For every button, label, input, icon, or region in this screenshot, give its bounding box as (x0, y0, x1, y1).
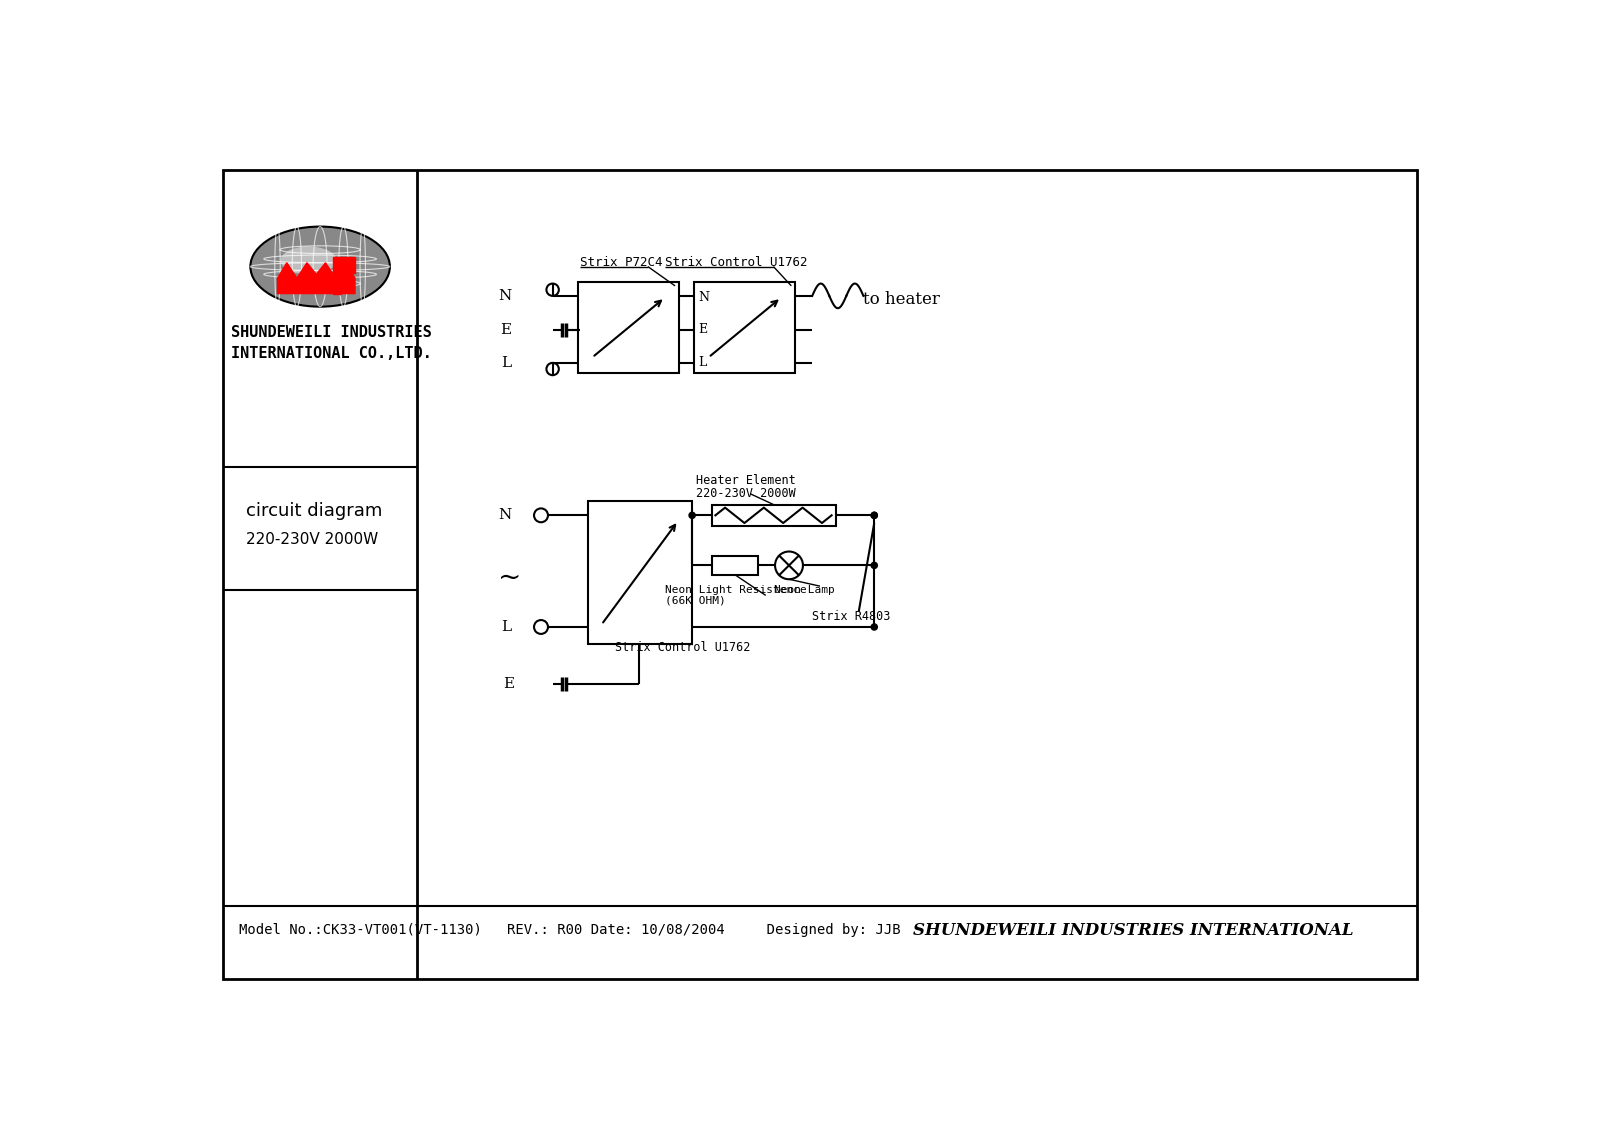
Text: N: N (698, 291, 709, 304)
Text: Neon Light Resistence: Neon Light Resistence (666, 585, 806, 595)
Bar (712, 556, 758, 575)
Circle shape (870, 512, 877, 518)
Ellipse shape (250, 226, 390, 307)
Polygon shape (277, 262, 355, 294)
Text: L: L (501, 356, 512, 370)
Circle shape (870, 562, 877, 569)
Text: E: E (698, 323, 707, 336)
Text: circuit diagram: circuit diagram (246, 502, 382, 520)
Text: Strix Control U1762: Strix Control U1762 (666, 257, 808, 269)
Bar (712, 504, 835, 526)
Bar (694, 282, 795, 373)
Text: to heater: to heater (862, 291, 939, 309)
Text: Strix R4803: Strix R4803 (813, 611, 891, 623)
Text: 220-230V 2000W: 220-230V 2000W (696, 487, 795, 500)
Text: E: E (501, 322, 512, 337)
Text: INTERNATIONAL CO.,LTD.: INTERNATIONAL CO.,LTD. (230, 346, 432, 361)
Text: N: N (498, 288, 512, 303)
Text: E: E (502, 677, 514, 691)
Text: ~: ~ (498, 566, 522, 592)
Bar (578, 282, 678, 373)
Text: Strix P72C4: Strix P72C4 (579, 257, 662, 269)
Circle shape (870, 512, 877, 518)
Text: N: N (498, 508, 512, 523)
Circle shape (690, 512, 696, 518)
Text: Neon Lamp: Neon Lamp (773, 585, 834, 595)
Text: L: L (698, 356, 707, 370)
Text: Model No.:CK33-VT001(VT-1130)   REV.: R00 Date: 10/08/2004     Designed by: JJB: Model No.:CK33-VT001(VT-1130) REV.: R00 … (238, 923, 901, 938)
Ellipse shape (280, 247, 336, 275)
Text: L: L (501, 620, 512, 634)
Circle shape (870, 624, 877, 630)
Text: Strix Control U1762: Strix Control U1762 (614, 641, 750, 654)
Text: 220-230V 2000W: 220-230V 2000W (246, 533, 379, 547)
Text: SHUNDEWEILI INDUSTRIES: SHUNDEWEILI INDUSTRIES (230, 325, 432, 339)
Text: (66K OHM): (66K OHM) (666, 596, 726, 606)
Text: Heater Element: Heater Element (696, 474, 795, 487)
Bar (587, 501, 693, 644)
Text: SHUNDEWEILI INDUSTRIES INTERNATIONAL: SHUNDEWEILI INDUSTRIES INTERNATIONAL (914, 922, 1354, 939)
Polygon shape (333, 258, 355, 294)
